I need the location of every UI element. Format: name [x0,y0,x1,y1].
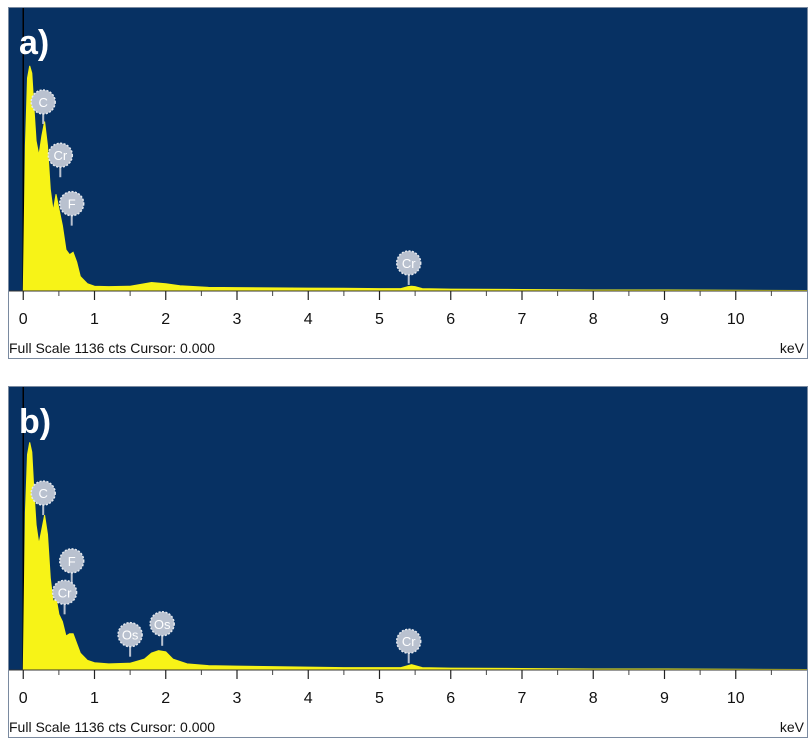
spectrum-chart-b: b) C F Cr Os Os Cr 0 1 2 3 4 5 6 7 8 9 10 [9,387,807,707]
element-marker-cr-b-5: Cr [395,628,422,664]
plot-background-a [9,8,807,291]
x-tick-label-0-a: 0 [19,311,28,328]
element-marker-f-b-1: F [58,548,85,583]
element-marker-f-a-2: F [58,190,85,226]
x-tick-label-8-b: 8 [589,690,598,707]
x-tick-label-9-b: 9 [660,690,669,707]
svg-text:Cr: Cr [58,585,72,600]
spectrum-chart-a: a) C Cr F Cr 0 1 2 3 4 5 6 7 8 9 10 [9,8,807,328]
svg-text:F: F [68,554,76,569]
x-tick-label-0-b: 0 [19,690,28,707]
x-tick-label-10-a: 10 [727,311,745,328]
spectrum-panel-a: a) C Cr F Cr 0 1 2 3 4 5 6 7 8 9 10 Full Scale 1136 cts… [8,7,808,359]
svg-text:Cr: Cr [402,634,416,649]
panel-label-a: a) [19,24,49,62]
x-axis-unit-a: keV [779,340,804,356]
element-marker-cr-b-2: Cr [51,579,78,615]
element-marker-c-b-0: C [30,480,56,516]
svg-text:C: C [39,95,48,110]
svg-text:F: F [68,197,76,212]
cursor-readout-a: Cursor: 0.000 [130,340,216,356]
x-tick-label-2-a: 2 [161,311,170,328]
x-tick-label-5-a: 5 [375,311,384,328]
x-tick-label-10-b: 10 [727,690,745,707]
panel-label-b: b) [19,403,51,441]
spectrum-area-a [22,65,807,292]
x-tick-label-7-b: 7 [518,690,527,707]
element-marker-os-b-3: Os [117,621,143,657]
x-tick-label-6-b: 6 [446,690,455,707]
svg-text:Cr: Cr [402,256,416,271]
full-scale-readout-a: Full Scale 1136 cts Cursor: 0.000 [9,340,219,356]
x-tick-label-7-a: 7 [518,311,527,328]
svg-text:Os: Os [122,628,139,643]
x-axis-unit-b: keV [779,719,804,735]
x-tick-label-1-b: 1 [90,690,99,707]
svg-text:Os: Os [154,617,171,632]
cursor-readout-b: Cursor: 0.000 [130,719,216,735]
svg-text:C: C [39,486,48,501]
x-tick-label-4-a: 4 [304,311,313,328]
spectrum-area-b [22,442,807,671]
spectrum-panel-b: b) C F Cr Os Os Cr 0 1 2 3 4 5 6 7 8 9 10 Full Scale 1136… [8,386,808,738]
plot-background-b [9,387,807,670]
svg-text:Cr: Cr [53,148,67,163]
x-tick-label-8-a: 8 [589,311,598,328]
full-scale-readout-b: Full Scale 1136 cts Cursor: 0.000 [9,719,219,735]
element-marker-os-b-4: Os [149,611,175,646]
full-scale-label-b: Full Scale 1136 cts [9,719,127,735]
x-tick-label-3-a: 3 [233,311,242,328]
element-marker-cr-a-3: Cr [395,250,422,285]
x-tick-label-3-b: 3 [233,690,242,707]
x-tick-label-2-b: 2 [161,690,170,707]
x-tick-label-5-b: 5 [375,690,384,707]
full-scale-label-a: Full Scale 1136 cts [9,340,127,356]
x-tick-label-4-b: 4 [304,690,313,707]
x-tick-label-6-a: 6 [446,311,455,328]
x-tick-label-9-a: 9 [660,311,669,328]
element-marker-c-a-0: C [30,89,56,124]
x-tick-label-1-a: 1 [90,311,99,328]
element-marker-cr-a-1: Cr [47,142,74,178]
